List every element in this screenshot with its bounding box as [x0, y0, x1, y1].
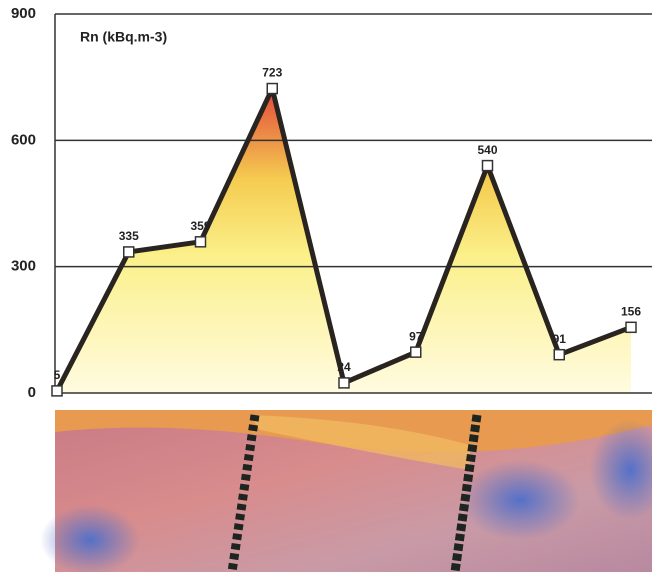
- point: [481, 159, 494, 172]
- point: [410, 346, 422, 358]
- data-label: 24: [337, 360, 351, 374]
- data-label: 359: [190, 219, 210, 233]
- data-label: 91: [553, 332, 567, 346]
- data-label: 156: [621, 304, 641, 318]
- axis-label: Rn (kBq.m-3): [80, 29, 167, 45]
- y-tick-label: 900: [11, 5, 36, 22]
- point: [625, 321, 637, 334]
- point: [338, 377, 350, 389]
- y-tick-label: 600: [11, 131, 36, 148]
- data-label: 540: [477, 143, 497, 157]
- rock-section: [40, 410, 652, 572]
- data-label: 5: [54, 368, 61, 382]
- area-fill: [57, 88, 631, 393]
- point: [51, 385, 63, 397]
- point: [123, 246, 135, 258]
- point: [266, 82, 278, 95]
- point: [553, 348, 565, 361]
- data-label: 335: [119, 229, 139, 243]
- y-tick-label: 0: [28, 384, 36, 401]
- data-label: 723: [262, 66, 282, 80]
- data-label: 97: [409, 329, 423, 343]
- y-tick-label: 300: [11, 258, 36, 275]
- point: [194, 236, 207, 248]
